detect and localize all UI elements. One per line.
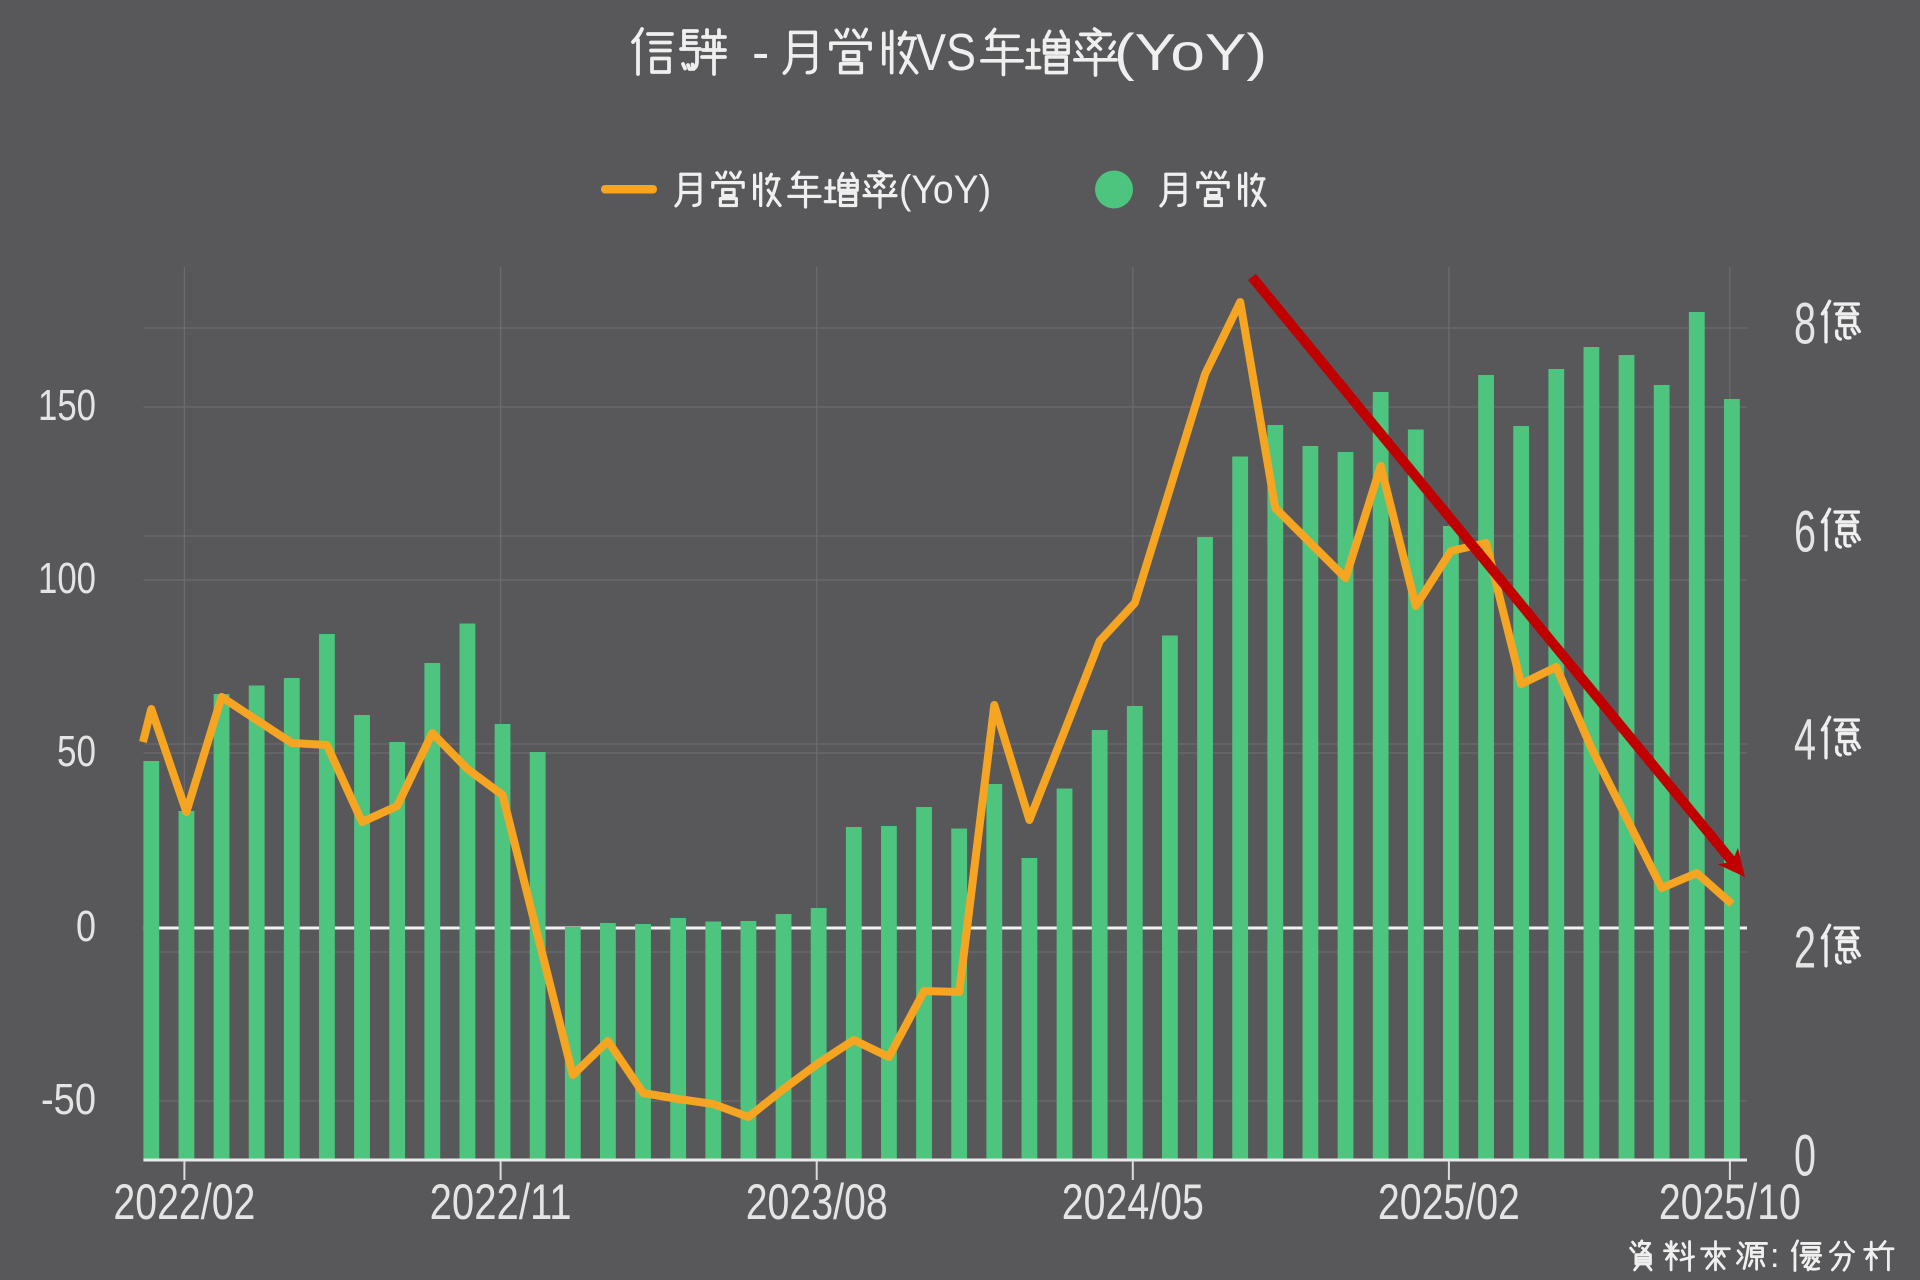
svg-text:2: 2 bbox=[1794, 916, 1816, 981]
svg-text:2025/02: 2025/02 bbox=[1378, 1174, 1520, 1230]
svg-text:2024/05: 2024/05 bbox=[1062, 1174, 1204, 1230]
svg-text:2022/11: 2022/11 bbox=[430, 1174, 572, 1230]
svg-text:-50: -50 bbox=[41, 1075, 96, 1124]
svg-text:8: 8 bbox=[1794, 292, 1816, 357]
svg-text:150: 150 bbox=[38, 381, 96, 430]
svg-text:0: 0 bbox=[76, 902, 96, 951]
svg-text:2022/02: 2022/02 bbox=[113, 1174, 255, 1230]
svg-text:50: 50 bbox=[57, 727, 96, 776]
svg-text:(YoY): (YoY) bbox=[1114, 24, 1267, 82]
svg-text:4: 4 bbox=[1794, 708, 1816, 773]
svg-text::: : bbox=[1770, 1237, 1779, 1275]
svg-text:2023/08: 2023/08 bbox=[746, 1174, 888, 1230]
svg-text:0: 0 bbox=[1794, 1124, 1816, 1189]
svg-text:6: 6 bbox=[1794, 500, 1816, 565]
svg-text:2025/10: 2025/10 bbox=[1659, 1174, 1801, 1230]
svg-text:VS: VS bbox=[916, 24, 976, 82]
svg-text:(YoY): (YoY) bbox=[899, 168, 991, 212]
svg-text:-: - bbox=[752, 24, 769, 82]
svg-text:100: 100 bbox=[38, 554, 96, 603]
